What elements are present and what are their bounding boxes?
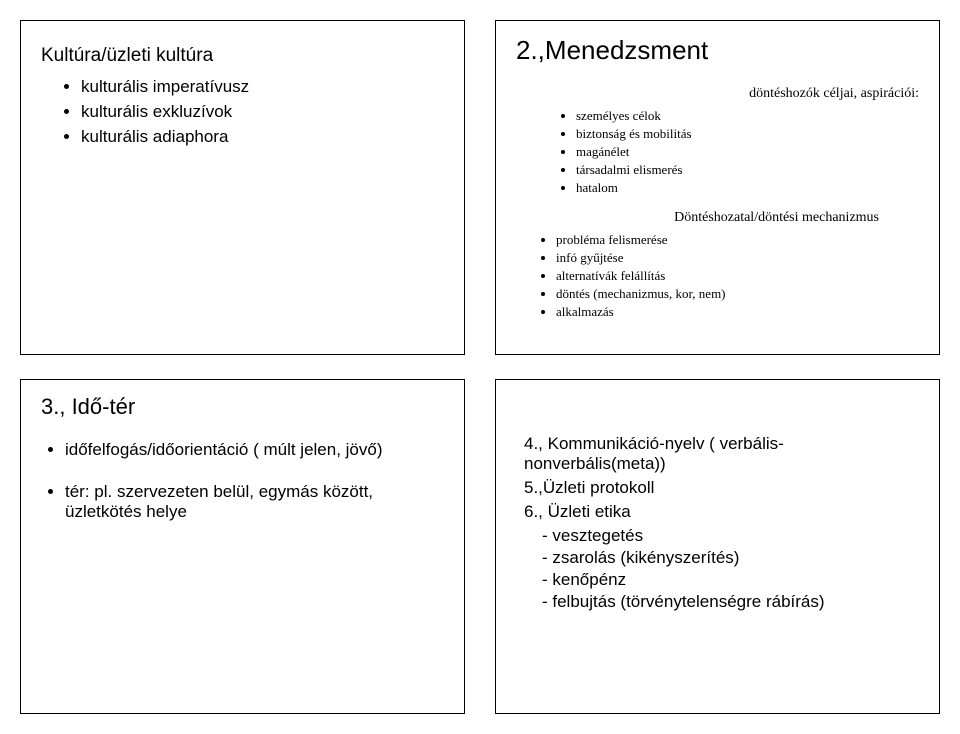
list-item: kulturális exkluzívok [81,102,444,122]
panel2-sub1: döntéshozók céljai, aspirációi: [516,86,919,102]
panel2-sub2: Döntéshozatal/döntési mechanizmus [516,210,919,226]
panel4-line: 5.,Üzleti protokoll [524,478,919,498]
list-item: személyes célok [576,108,919,124]
list-item: biztonság és mobilitás [576,126,919,142]
list-item: kulturális adiaphora [81,127,444,147]
list-item: infó gyűjtése [556,250,919,266]
list-item: társadalmi elismerés [576,162,919,178]
panel4-sub: - felbujtás (törvénytelenségre rábírás) [542,592,919,612]
list-item: probléma felismerése [556,232,919,248]
panel4-sub: - vesztegetés [542,526,919,546]
panel-management: 2.,Menedzsment döntéshozók céljai, aspir… [495,20,940,355]
list-item: alternatívák felállítás [556,268,919,284]
panel1-heading: Kultúra/üzleti kultúra [41,45,444,67]
panel2-title: 2.,Menedzsment [516,35,919,66]
list-item: tér: pl. szervezeten belül, egymás közöt… [65,482,444,522]
panel-time-space: 3., Idő-tér időfelfogás/időorientáció ( … [20,379,465,714]
list-item: magánélet [576,144,919,160]
panel2-list2: probléma felismerése infó gyűjtése alter… [516,232,919,320]
list-item: időfelfogás/időorientáció ( múlt jelen, … [65,440,444,460]
panel3-title: 3., Idő-tér [41,394,444,420]
list-item: alkalmazás [556,304,919,320]
list-item: döntés (mechanizmus, kor, nem) [556,286,919,302]
panel4-line: 4., Kommunikáció-nyelv ( verbális-nonver… [524,434,919,474]
panel3-list: időfelfogás/időorientáció ( múlt jelen, … [41,440,444,522]
panel1-list: kulturális imperatívusz kulturális exklu… [41,77,444,147]
list-item: kulturális imperatívusz [81,77,444,97]
panel2-list1: személyes célok biztonság és mobilitás m… [516,108,919,196]
panel4-line: 6., Üzleti etika [524,502,919,522]
list-item: hatalom [576,180,919,196]
panel4-sub: - zsarolás (kikényszerítés) [542,548,919,568]
panel-communication: 4., Kommunikáció-nyelv ( verbális-nonver… [495,379,940,714]
panel-culture: Kultúra/üzleti kultúra kulturális impera… [20,20,465,355]
panel4-sub: - kenőpénz [542,570,919,590]
